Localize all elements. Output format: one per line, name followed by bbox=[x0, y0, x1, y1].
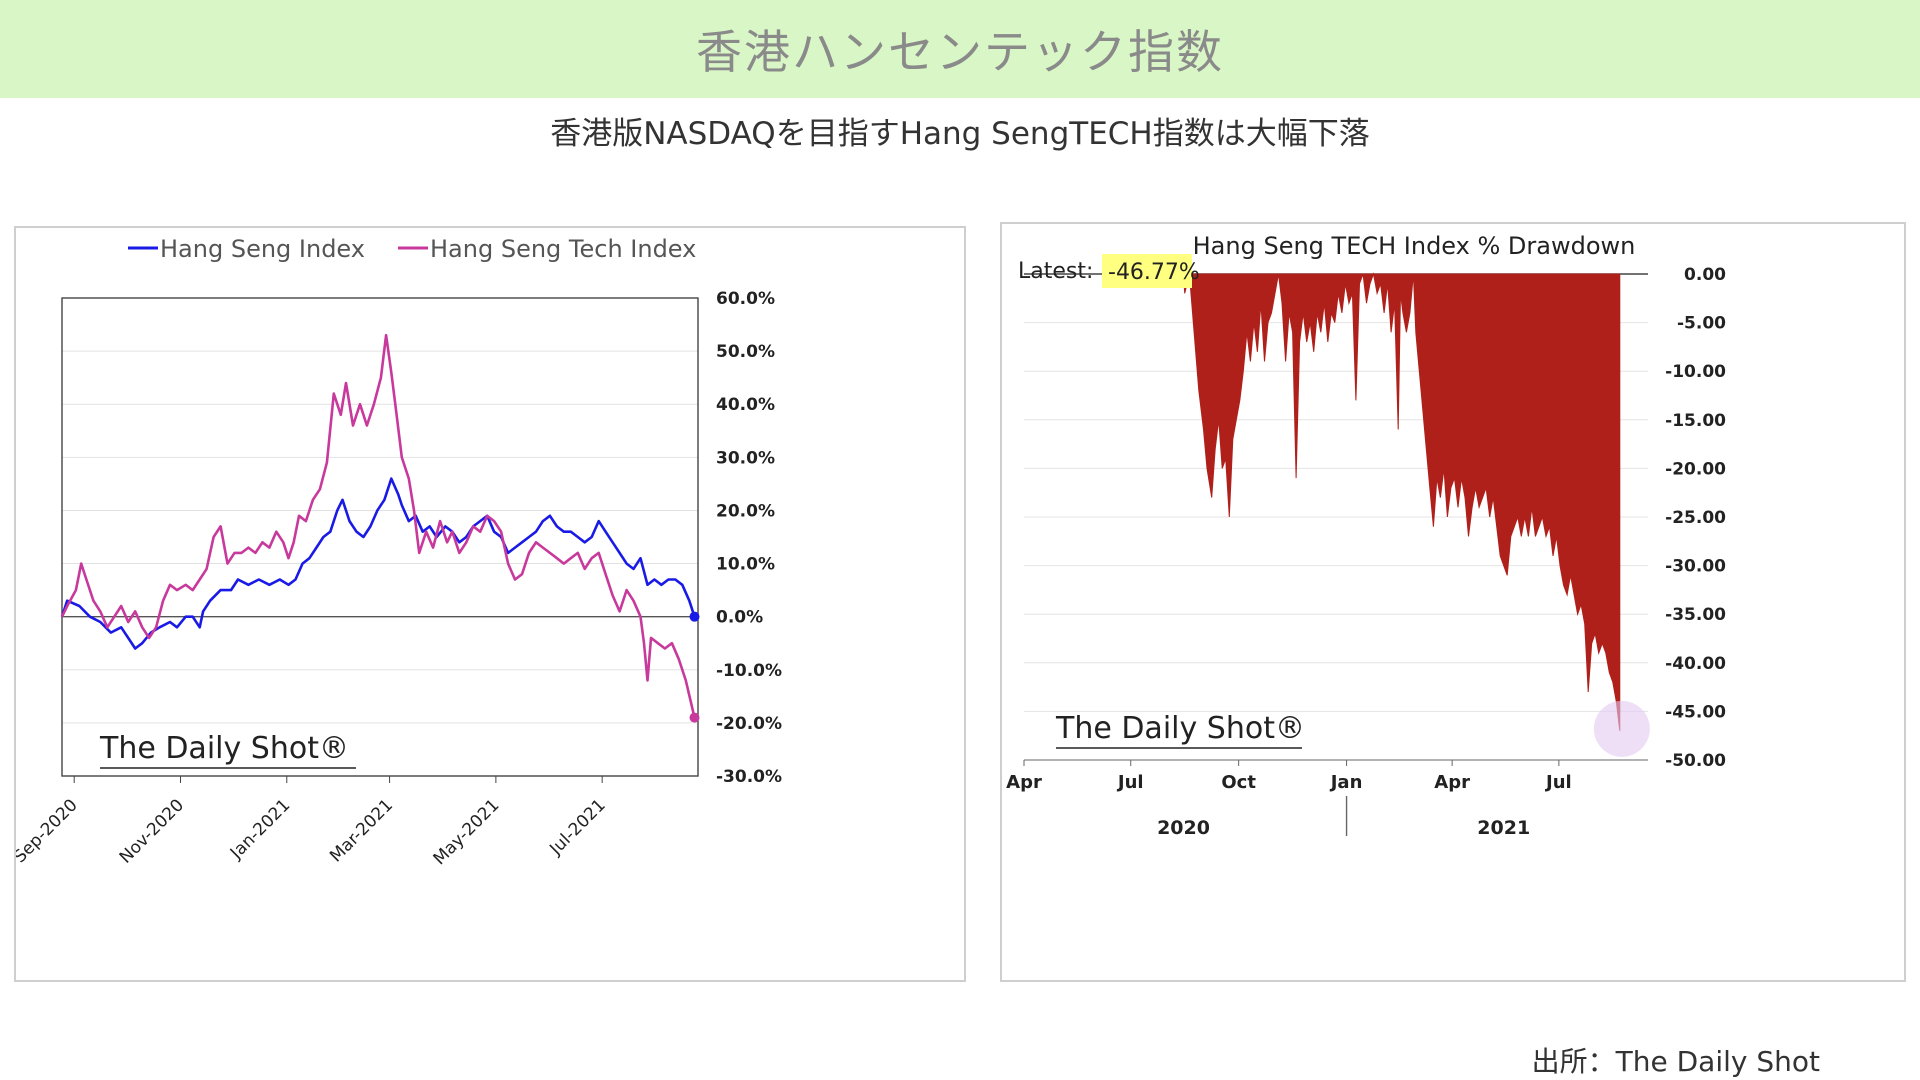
y-tick-label: -15.00 bbox=[1665, 411, 1726, 431]
x-tick-label: Jul bbox=[1544, 772, 1572, 793]
y-tick-label: 0.00 bbox=[1684, 265, 1726, 285]
latest-marker-circle bbox=[1593, 700, 1650, 757]
page-subtitle: 香港版NASDAQを目指すHang SengTECH指数は大幅下落 bbox=[550, 116, 1370, 152]
page-title: 香港ハンセンテック指数 bbox=[696, 25, 1224, 79]
y-tick-label: 40.0% bbox=[716, 395, 775, 415]
year-label: 2020 bbox=[1157, 817, 1210, 839]
series-line-1 bbox=[60, 333, 696, 718]
y-tick-label: 60.0% bbox=[716, 289, 775, 309]
legend-label-1: Hang Seng Tech Index bbox=[430, 235, 696, 263]
y-tick-label: 50.0% bbox=[716, 342, 775, 362]
annotation-highlight bbox=[1102, 254, 1192, 288]
annotation-value: -46.77% bbox=[1108, 260, 1200, 285]
x-tick-label: Jan bbox=[1329, 772, 1363, 793]
year-label: 2021 bbox=[1477, 817, 1530, 839]
x-tick-label: Apr bbox=[1006, 772, 1042, 793]
y-tick-label: -10.0% bbox=[716, 661, 782, 681]
legend-label-0: Hang Seng Index bbox=[160, 235, 365, 263]
y-tick-label: -50.00 bbox=[1665, 751, 1726, 771]
y-tick-label: -5.00 bbox=[1677, 314, 1726, 334]
series-end-marker-1 bbox=[689, 712, 700, 723]
series-line-0 bbox=[60, 477, 696, 650]
y-tick-label: -20.00 bbox=[1665, 459, 1726, 479]
plot-frame bbox=[61, 297, 699, 777]
x-tick-label: Apr bbox=[1434, 772, 1470, 793]
right-chart-panel: Hang Seng TECH Index % Drawdown 0.00 -5.00… bbox=[1000, 222, 1906, 982]
left-chart-panel: Hang Seng Index Hang Seng Tech Index 60.0%… bbox=[10, 226, 966, 982]
y-tick-label: -10.00 bbox=[1665, 362, 1726, 382]
y-tick-label: -35.00 bbox=[1665, 605, 1726, 625]
annotation-label: Latest: bbox=[1018, 259, 1093, 284]
x-tick-label: Oct bbox=[1221, 772, 1256, 793]
drawdown-chart: Hang Seng TECH Index % Drawdown 0.00 -5.00… bbox=[1006, 232, 1726, 839]
y-tick-label: -30.0% bbox=[716, 767, 782, 787]
chart-legend: Hang Seng Index Hang Seng Tech Index bbox=[128, 235, 696, 263]
x-tick-label: Jul bbox=[1116, 772, 1144, 793]
y-tick-label: -40.00 bbox=[1665, 654, 1726, 674]
source-note: 出所：The Daily Shot bbox=[1531, 1045, 1820, 1078]
x-tick-label: Mar-2021 bbox=[326, 795, 397, 866]
y-tick-label: 20.0% bbox=[716, 501, 775, 521]
y-tick-label: -20.0% bbox=[716, 714, 782, 734]
y-tick-label: 0.0% bbox=[716, 608, 763, 628]
y-tick-label: 30.0% bbox=[716, 448, 775, 468]
title-banner: 香港ハンセンテック指数 bbox=[0, 0, 1920, 98]
x-tick-label: Nov-2020 bbox=[116, 795, 188, 867]
drawdown-area bbox=[1182, 272, 1621, 731]
x-tick-label: Jan-2021 bbox=[226, 795, 294, 863]
watermark: The Daily Shot® bbox=[1055, 711, 1305, 746]
x-tick-label: Sep-2020 bbox=[16, 795, 82, 867]
y-tick-label: -25.00 bbox=[1665, 508, 1726, 528]
chart-title: Hang Seng TECH Index % Drawdown bbox=[1193, 232, 1636, 260]
y-tick-label: 10.0% bbox=[716, 555, 775, 575]
watermark: The Daily Shot® bbox=[99, 731, 349, 766]
x-tick-label: Jul-2021 bbox=[545, 795, 609, 859]
y-tick-label: -30.00 bbox=[1665, 557, 1726, 577]
x-tick-label: May-2021 bbox=[430, 795, 504, 869]
y-tick-label: -45.00 bbox=[1665, 702, 1726, 722]
series-end-marker-0 bbox=[689, 611, 700, 622]
index-comparison-chart: Hang Seng Index Hang Seng Tech Index 60.0%… bbox=[10, 235, 782, 869]
